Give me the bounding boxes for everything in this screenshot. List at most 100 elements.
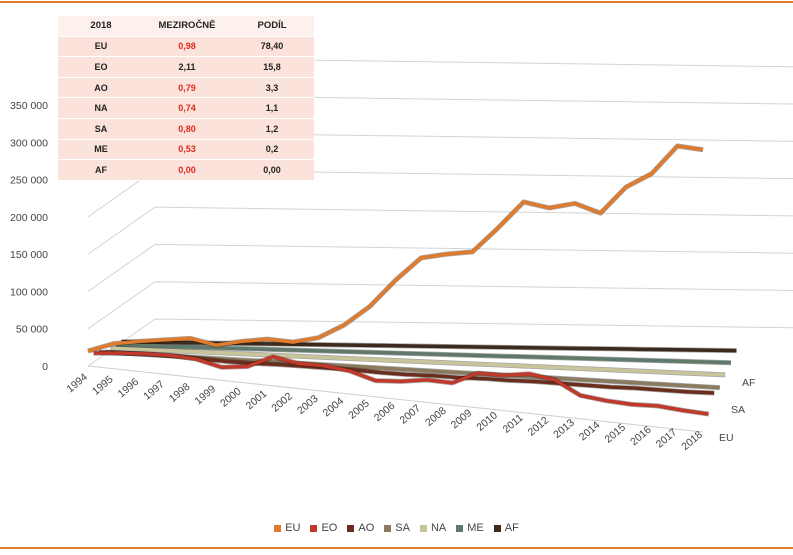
stats-header-row: 2018 MEZIROČNĚ PODÍL	[58, 16, 314, 37]
stats-row: AO 0,79 3,3	[58, 77, 314, 99]
stats-change: 0,98	[144, 36, 230, 58]
x-tick-label: 2017	[654, 426, 680, 450]
y-tick-label: 150 000	[10, 249, 48, 261]
stats-change: 0,53	[144, 139, 230, 161]
legend-label: ME	[467, 522, 484, 534]
stats-row: AF 0,00 0,00	[58, 159, 314, 181]
y-tick-label: 200 000	[10, 212, 48, 224]
x-tick-label: 1995	[90, 373, 116, 397]
x-tick-label: 2016	[628, 424, 654, 448]
stats-change: 0,00	[144, 159, 230, 181]
x-tick-label: 2006	[372, 400, 398, 424]
x-tick-label: 2015	[602, 421, 628, 445]
x-tick-label: 2002	[269, 390, 295, 414]
x-tick-label: 2009	[449, 407, 475, 431]
depth-label: EU	[719, 432, 734, 444]
x-tick-label: 2012	[526, 414, 552, 438]
stats-region: AF	[58, 159, 144, 181]
x-tick-label: 2013	[551, 417, 577, 441]
stats-region: EU	[58, 36, 144, 58]
series-line-eu	[87, 144, 704, 353]
stats-region: EO	[58, 56, 144, 78]
x-tick-label: 2007	[397, 402, 423, 426]
legend-item: EU	[274, 522, 300, 534]
y-tick-label: 250 000	[10, 175, 48, 187]
depth-label: SA	[731, 404, 745, 416]
x-tick-label: 2014	[577, 419, 603, 443]
x-tick-label: 2004	[321, 395, 347, 419]
legend-label: NA	[430, 522, 447, 534]
x-tick-label: 2008	[423, 405, 449, 429]
stats-share: 0,00	[230, 159, 314, 181]
legend-label: AO	[358, 522, 375, 534]
stats-share: 1,1	[230, 97, 314, 119]
stats-share: 0,2	[230, 139, 314, 161]
floor-edge	[87, 365, 704, 433]
x-tick-label: 1994	[64, 371, 90, 395]
x-tick-label: 2011	[501, 412, 526, 436]
gridline	[87, 318, 793, 367]
legend-label: SA	[395, 522, 410, 534]
depth-label: AF	[742, 377, 755, 389]
y-tick-label: 50 000	[16, 324, 48, 336]
x-tick-label: 1996	[116, 376, 142, 400]
stats-change: 2,11	[144, 56, 230, 78]
stats-header-year: 2018	[58, 16, 144, 37]
stats-region: ME	[58, 139, 144, 161]
top-rule	[0, 1, 793, 3]
x-tick-label: 2010	[474, 409, 500, 433]
legend-item: SA	[384, 522, 410, 534]
stats-table: 2018 MEZIROČNĚ PODÍL EU 0,98 78,40 EO 2,…	[58, 16, 314, 181]
legend-label: EO	[321, 522, 338, 534]
x-tick-label: 1997	[141, 378, 167, 402]
series-line-me	[115, 343, 731, 365]
stats-share: 1,2	[230, 118, 314, 140]
stats-header-share: PODÍL	[230, 16, 314, 37]
legend-swatch	[384, 524, 392, 532]
x-tick-label: 2001	[244, 388, 270, 412]
stats-header-change: MEZIROČNĚ	[144, 16, 230, 37]
stats-row: SA 0,80 1,2	[58, 118, 314, 140]
stats-region: SA	[58, 118, 144, 140]
y-tick-label: 350 000	[10, 100, 48, 112]
y-tick-label: 300 000	[10, 137, 48, 149]
series-line-na	[110, 346, 726, 377]
x-tick-label: 2000	[218, 385, 244, 409]
gridline	[87, 243, 793, 292]
stats-row: EO 2,11 15,8	[58, 56, 314, 78]
stats-row: NA 0,74 1,1	[58, 97, 314, 119]
stats-share: 3,3	[230, 77, 314, 99]
legend-swatch	[419, 524, 427, 532]
legend-swatch	[347, 524, 355, 532]
stats-region: AO	[58, 77, 144, 99]
gridline	[87, 281, 793, 330]
x-tick-label: 2003	[295, 393, 321, 417]
legend-item: EO	[310, 522, 337, 534]
stats-share: 15,8	[230, 56, 314, 78]
legend-swatch	[274, 524, 282, 532]
x-tick-label: 1998	[167, 381, 193, 405]
stats-change: 0,80	[144, 118, 230, 140]
legend-label: AF	[504, 522, 519, 534]
x-tick-label: 1999	[192, 383, 218, 407]
legend-swatch	[493, 524, 501, 532]
y-tick-label: 0	[42, 361, 48, 373]
series-line-ao	[99, 350, 715, 395]
bottom-rule	[0, 547, 793, 549]
legend-item: ME	[456, 522, 484, 534]
legend-item: AF	[493, 522, 519, 534]
stats-row: ME 0,53 0,2	[58, 139, 314, 161]
stats-change: 0,74	[144, 97, 230, 119]
chart-legend: EU EO AO SA NA ME AF	[0, 522, 793, 534]
legend-label: EU	[285, 522, 301, 534]
stats-region: NA	[58, 97, 144, 119]
stats-row: EU 0,98 78,40	[58, 36, 314, 58]
gridline	[87, 206, 793, 255]
legend-item: NA	[419, 522, 447, 534]
legend-swatch	[456, 524, 464, 532]
y-tick-label: 100 000	[10, 286, 48, 298]
stats-change: 0,79	[144, 77, 230, 99]
legend-swatch	[310, 524, 318, 532]
legend-item: AO	[347, 522, 374, 534]
stats-share: 78,40	[230, 36, 314, 58]
